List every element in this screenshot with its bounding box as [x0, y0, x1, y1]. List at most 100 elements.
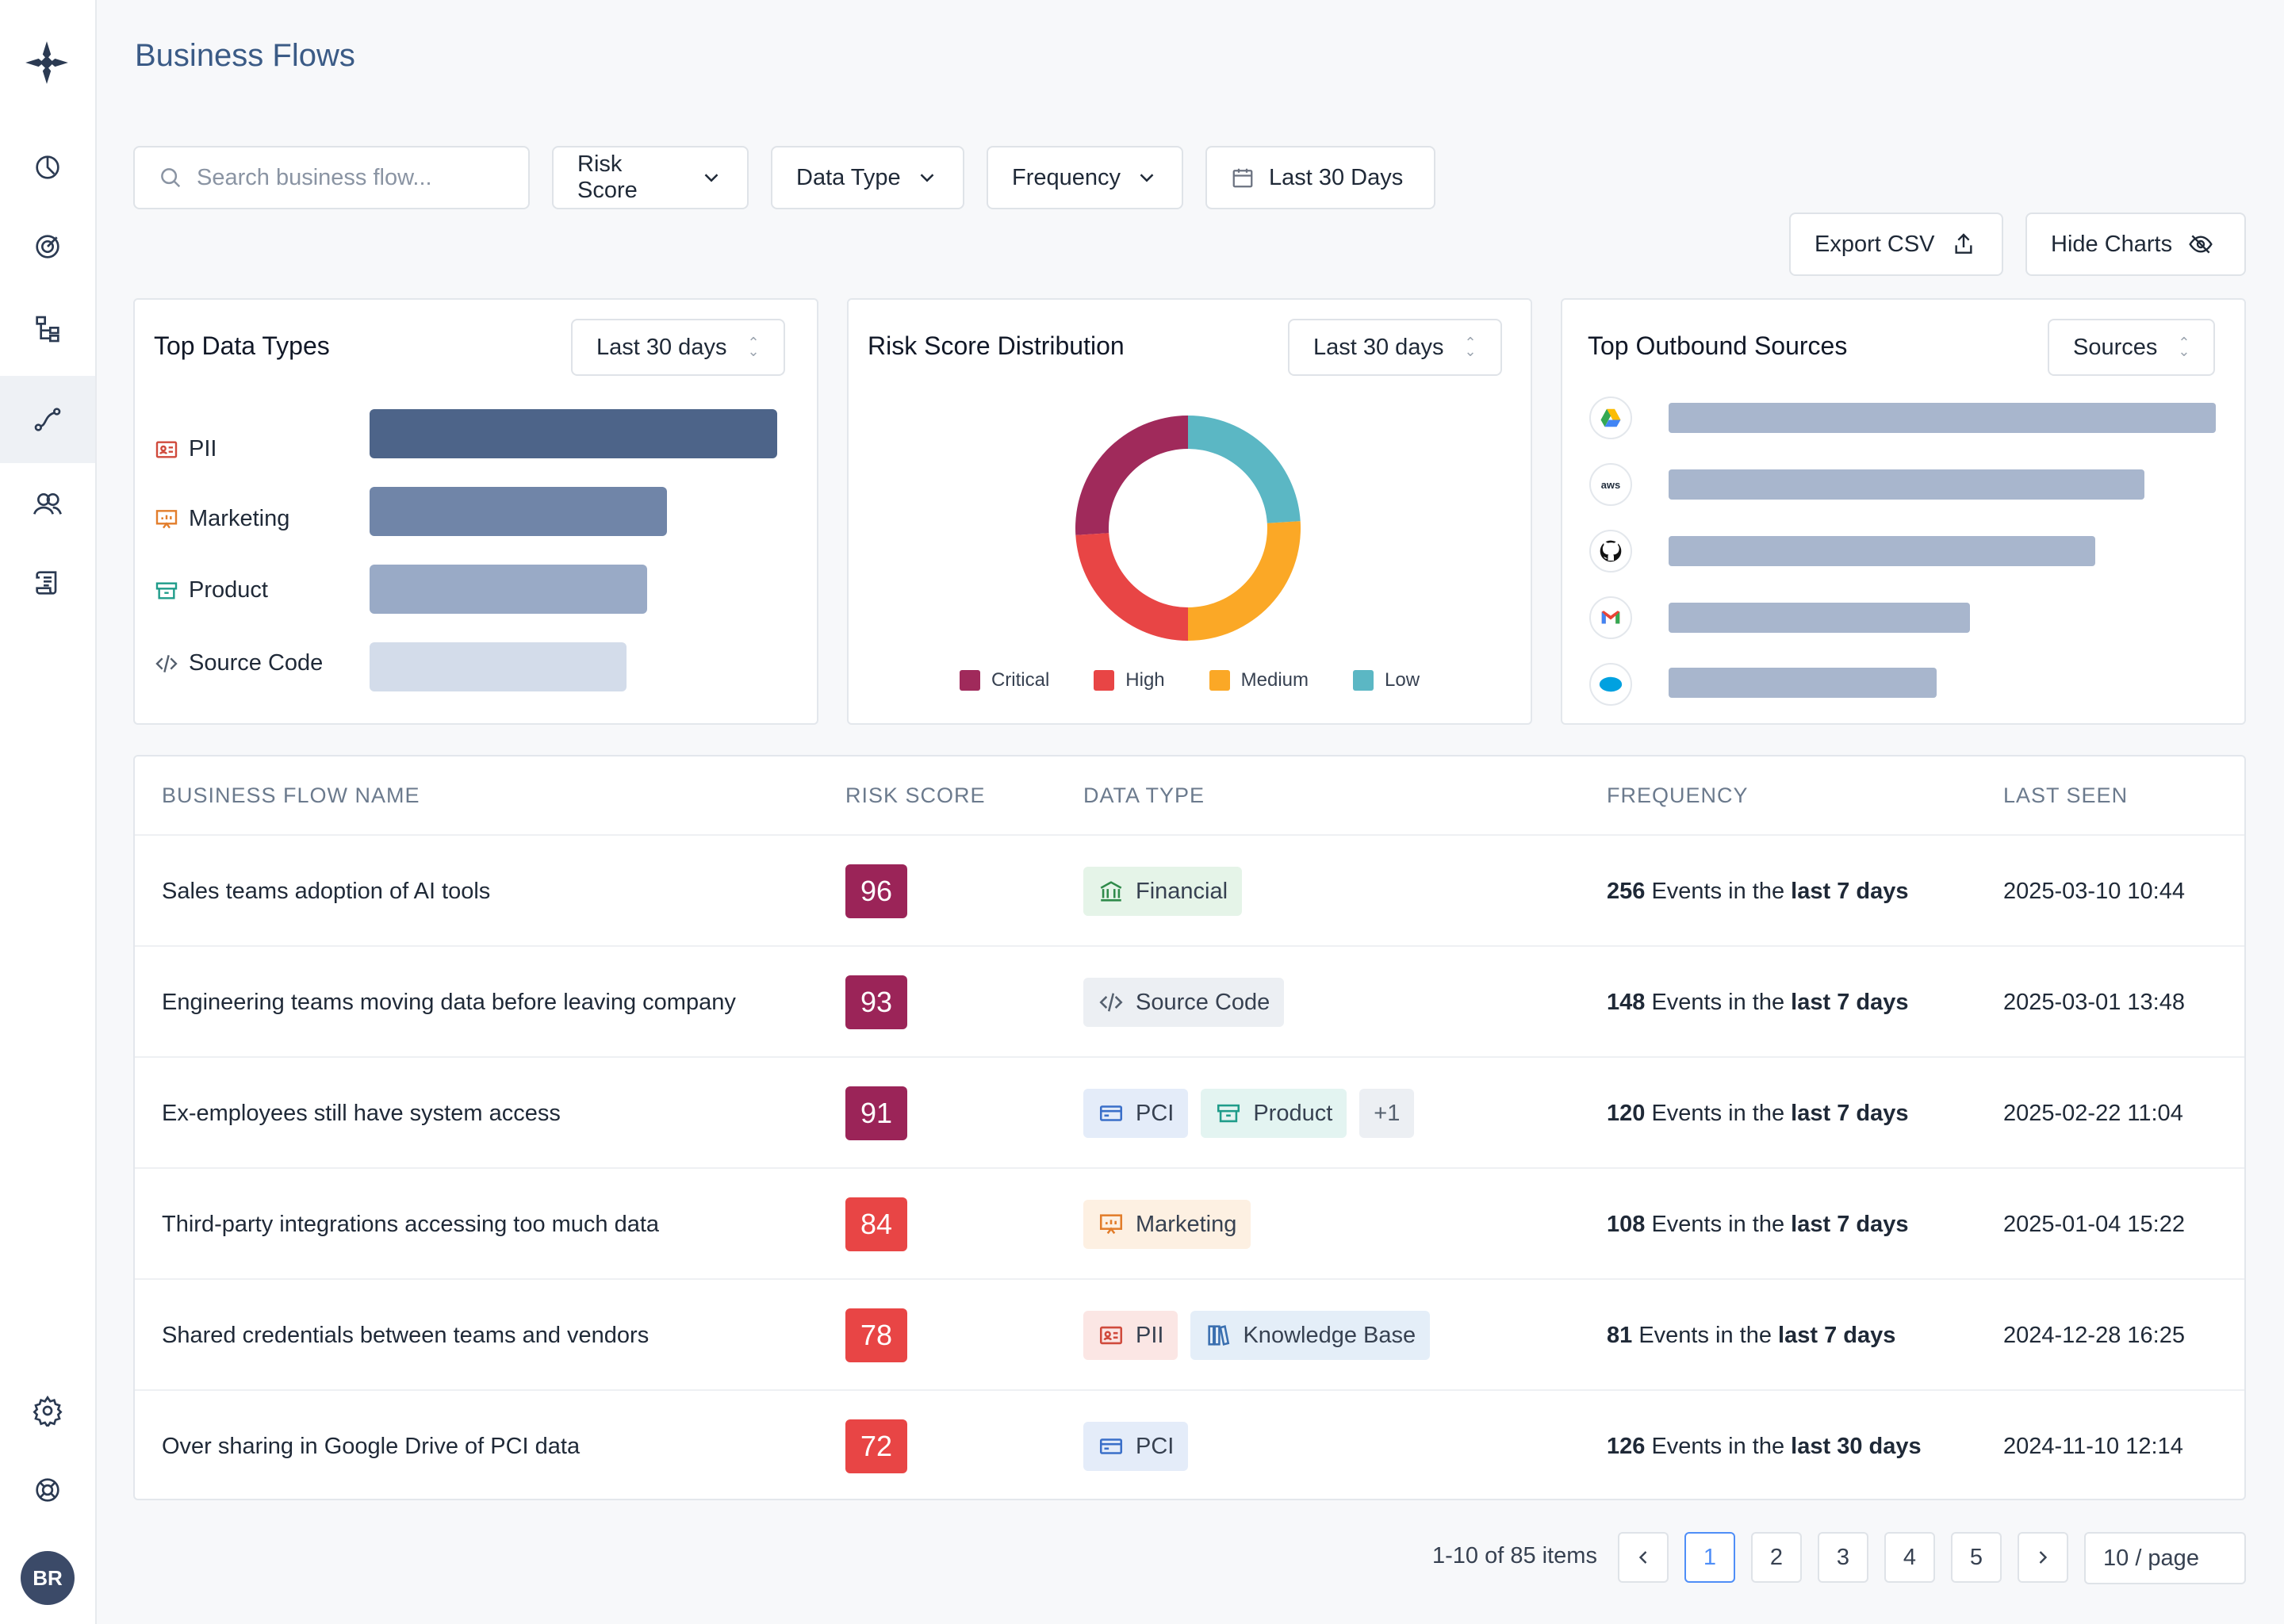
avatar[interactable]: BR [21, 1551, 75, 1605]
archive-box-icon [1217, 1104, 1240, 1123]
table-row[interactable]: Shared credentials between teams and ven… [135, 1278, 2244, 1389]
users-icon [33, 493, 62, 515]
data-type-tag[interactable]: Product [1201, 1089, 1347, 1138]
sources-select[interactable]: Sources ⌃ ⌄ [2048, 319, 2216, 376]
data-type-tag[interactable]: Financial [1083, 867, 1243, 916]
hide-charts-button[interactable]: Hide Charts [2025, 213, 2246, 276]
data-type-tag-label: Source Code [1136, 989, 1270, 1015]
chevron-down-icon [1140, 174, 1154, 182]
data-type-tag[interactable]: Source Code [1083, 978, 1285, 1027]
frequency-cell: 126 Events in the last 30 days [1607, 1433, 1922, 1459]
column-header-risk-score[interactable]: RISK SCORE [845, 783, 986, 807]
last-seen-cell: 2025-02-22 11:04 [2003, 1100, 2183, 1126]
donut-slice-high[interactable] [1075, 533, 1188, 641]
logo-icon[interactable] [22, 38, 71, 87]
export-csv-button[interactable]: Export CSV [1789, 213, 2003, 276]
outbound-sources-card: Top Outbound Sources Sources ⌃ ⌄ aws [1561, 298, 2246, 725]
data-type-tag-label: Financial [1136, 878, 1228, 904]
risk-distribution-card: Risk Score Distribution Last 30 days ⌃ ⌄ … [847, 298, 1532, 725]
prev-page-button[interactable] [1618, 1532, 1669, 1583]
flow-name[interactable]: Shared credentials between teams and ven… [162, 1322, 650, 1348]
nav-targets[interactable] [0, 203, 95, 290]
data-type-tag[interactable]: Marketing [1083, 1200, 1251, 1249]
help-icon [36, 1478, 59, 1502]
nav-business-flows[interactable] [0, 376, 95, 463]
risk-score-badge: 72 [845, 1419, 907, 1473]
data-type-filter[interactable]: Data Type [771, 146, 964, 209]
page-5-button[interactable]: 5 [1951, 1532, 2002, 1583]
data-type-row-product: Product [154, 577, 268, 603]
card-title: Risk Score Distribution [868, 331, 1125, 360]
frequency-filter[interactable]: Frequency [987, 146, 1183, 209]
column-header-frequency[interactable]: FREQUENCY [1607, 783, 1749, 807]
nav-hierarchy[interactable] [0, 285, 95, 373]
data-type-tag[interactable]: +1 [1359, 1089, 1415, 1138]
date-range-filter[interactable]: Last 30 Days [1205, 146, 1435, 209]
column-header-data-type[interactable]: DATA TYPE [1083, 783, 1205, 807]
risk-score-filter[interactable]: Risk Score [552, 146, 749, 209]
share-icon [1954, 233, 1972, 254]
risk-score-badge: 93 [845, 975, 907, 1029]
flow-name[interactable]: Over sharing in Google Drive of PCI data [162, 1433, 581, 1459]
table-row[interactable]: Ex-employees still have system access 91 P… [135, 1056, 2244, 1167]
nav-users[interactable] [0, 460, 95, 547]
last-seen-cell: 2025-01-04 15:22 [2003, 1211, 2185, 1237]
source-bar [1669, 536, 2095, 566]
donut-slice-critical[interactable] [1075, 416, 1188, 535]
page-4-button[interactable]: 4 [1884, 1532, 1935, 1583]
table-row[interactable]: Over sharing in Google Drive of PCI data… [135, 1389, 2244, 1499]
page-title: Business Flows [135, 38, 355, 73]
nav-settings[interactable] [0, 1367, 95, 1454]
search-input[interactable]: Search business flow... [133, 146, 530, 209]
sort-icon: ⌃ ⌄ [2178, 335, 2190, 359]
id-card-icon [155, 440, 178, 458]
table-row[interactable]: Sales teams adoption of AI tools 96 Financ… [135, 834, 2244, 945]
flow-name[interactable]: Sales teams adoption of AI tools [162, 878, 491, 904]
page-2-button[interactable]: 2 [1751, 1532, 1802, 1583]
next-page-button[interactable] [2018, 1532, 2068, 1583]
page-3-button[interactable]: 3 [1818, 1532, 1868, 1583]
risk-score-cell: 84 [845, 1169, 907, 1280]
table-row[interactable]: Engineering teams moving data before lea… [135, 945, 2244, 1056]
data-type-tag-label: Marketing [1136, 1211, 1237, 1237]
gmail-icon [1589, 596, 1632, 639]
flow-name[interactable]: Third-party integrations accessing too m… [162, 1211, 660, 1237]
table-row[interactable]: Third-party integrations accessing too m… [135, 1167, 2244, 1278]
column-header-last-seen[interactable]: LAST SEEN [2003, 783, 2129, 807]
legend-label: High [1125, 669, 1165, 691]
risk-score-cell: 93 [845, 947, 907, 1058]
chevron-down-icon [920, 174, 934, 182]
legend-swatch [1209, 670, 1230, 691]
export-csv-label: Export CSV [1815, 231, 1935, 257]
data-type-tag[interactable]: PII [1083, 1311, 1178, 1360]
data-type-cell: PCI [1083, 1391, 1201, 1499]
nav-dashboard[interactable] [0, 124, 95, 211]
risk-range-select[interactable]: Last 30 days ⌃ ⌄ [1288, 319, 1502, 376]
column-header-name[interactable]: BUSINESS FLOW NAME [162, 783, 420, 807]
archive-box-icon [155, 581, 178, 599]
data-type-row-source-code: Source Code [154, 650, 323, 676]
source-bar [1669, 469, 2144, 500]
donut-slice-medium[interactable] [1188, 521, 1301, 641]
risk-score-badge: 78 [845, 1308, 907, 1362]
data-type-row-marketing: Marketing [154, 506, 289, 532]
data-type-tag[interactable]: PCI [1083, 1089, 1189, 1138]
nav-help[interactable] [0, 1446, 95, 1534]
page-1-button[interactable]: 1 [1684, 1532, 1735, 1583]
chevron-right-icon [2039, 1551, 2048, 1564]
flow-name[interactable]: Engineering teams moving data before lea… [162, 989, 736, 1015]
flow-name[interactable]: Ex-employees still have system access [162, 1100, 561, 1126]
last-seen-cell: 2025-03-10 10:44 [2003, 878, 2185, 904]
data-type-tag[interactable]: Knowledge Base [1190, 1311, 1431, 1360]
legend-label: Low [1385, 669, 1420, 691]
source-bar [1669, 403, 2216, 433]
donut-slice-low[interactable] [1188, 416, 1301, 523]
frequency-cell: 108 Events in the last 7 days [1607, 1211, 1909, 1237]
data-type-tag[interactable]: PCI [1083, 1422, 1189, 1471]
page-size-select[interactable]: 10 / page [2084, 1532, 2246, 1584]
presentation-icon [155, 509, 178, 528]
legend-swatch [1353, 670, 1374, 691]
select-value: Sources [2073, 334, 2158, 360]
data-types-range-select[interactable]: Last 30 days ⌃ ⌄ [571, 319, 785, 376]
nav-reports[interactable] [0, 539, 95, 626]
